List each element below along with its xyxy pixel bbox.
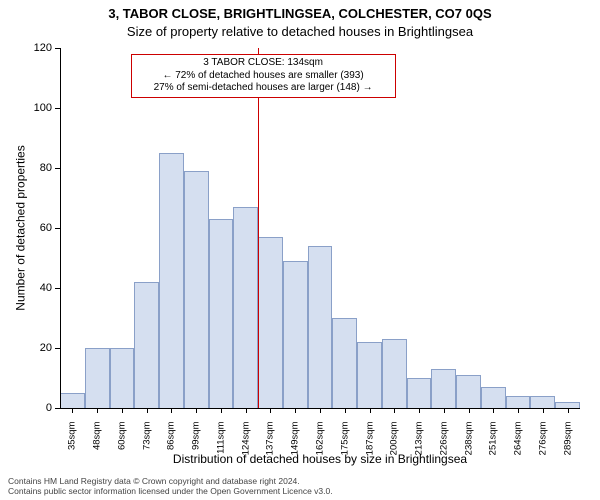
- x-tick-label: 60sqm: [116, 422, 127, 451]
- histogram-bar: [184, 171, 209, 408]
- y-axis-line: [60, 48, 61, 408]
- chart-title-line1: 3, TABOR CLOSE, BRIGHTLINGSEA, COLCHESTE…: [0, 6, 600, 21]
- y-tick-label: 80: [20, 162, 52, 174]
- x-axis-line: [60, 408, 580, 409]
- chart-container: 3, TABOR CLOSE, BRIGHTLINGSEA, COLCHESTE…: [0, 0, 600, 500]
- x-tick-label: 111sqm: [215, 422, 226, 454]
- histogram-bar: [60, 393, 85, 408]
- histogram-bar: [506, 396, 531, 408]
- callout-box: 3 TABOR CLOSE: 134sqm← 72% of detached h…: [131, 54, 396, 98]
- x-tick-label: 99sqm: [191, 422, 202, 451]
- marker-line: [258, 48, 259, 408]
- histogram-bar: [357, 342, 382, 408]
- histogram-bar: [209, 219, 234, 408]
- y-tick-label: 40: [20, 282, 52, 294]
- y-tick-label: 20: [20, 342, 52, 354]
- x-tick-label: 35sqm: [67, 422, 78, 451]
- x-tick-label: 86sqm: [166, 422, 177, 451]
- footer-attribution: Contains HM Land Registry data © Crown c…: [8, 476, 333, 496]
- y-tick-label: 120: [20, 42, 52, 54]
- x-tick-label: 175sqm: [339, 422, 350, 456]
- y-tick-label: 60: [20, 222, 52, 234]
- histogram-bar: [110, 348, 135, 408]
- histogram-bar: [308, 246, 333, 408]
- x-tick-label: 200sqm: [389, 422, 400, 456]
- histogram-bar: [258, 237, 283, 408]
- x-tick-label: 251sqm: [488, 422, 499, 456]
- plot-area: 02040608010012035sqm48sqm60sqm73sqm86sqm…: [60, 48, 580, 408]
- x-tick-label: 238sqm: [463, 422, 474, 456]
- histogram-bar: [456, 375, 481, 408]
- x-tick-label: 226sqm: [438, 422, 449, 456]
- callout-line: 27% of semi-detached houses are larger (…: [136, 82, 391, 95]
- x-tick-label: 187sqm: [364, 422, 375, 456]
- histogram-bar: [159, 153, 184, 408]
- histogram-bar: [283, 261, 308, 408]
- histogram-bar: [431, 369, 456, 408]
- x-tick-label: 276sqm: [537, 422, 548, 456]
- x-tick-label: 124sqm: [240, 422, 251, 456]
- x-tick-label: 213sqm: [414, 422, 425, 456]
- histogram-bar: [233, 207, 258, 408]
- x-tick-label: 264sqm: [513, 422, 524, 456]
- callout-line: 3 TABOR CLOSE: 134sqm: [136, 57, 391, 70]
- histogram-bar: [332, 318, 357, 408]
- chart-title-line2: Size of property relative to detached ho…: [0, 24, 600, 39]
- histogram-bar: [481, 387, 506, 408]
- y-tick-label: 0: [20, 402, 52, 414]
- histogram-bar: [134, 282, 159, 408]
- x-tick-label: 162sqm: [315, 422, 326, 456]
- histogram-bar: [85, 348, 110, 408]
- x-tick-label: 48sqm: [92, 422, 103, 451]
- callout-line: ← 72% of detached houses are smaller (39…: [136, 70, 391, 83]
- footer-line2: Contains public sector information licen…: [8, 486, 333, 496]
- y-tick-label: 100: [20, 102, 52, 114]
- x-tick-label: 149sqm: [290, 422, 301, 456]
- x-axis-label: Distribution of detached houses by size …: [60, 452, 580, 466]
- x-tick-label: 289sqm: [562, 422, 573, 456]
- footer-line1: Contains HM Land Registry data © Crown c…: [8, 476, 333, 486]
- histogram-bar: [407, 378, 432, 408]
- histogram-bar: [382, 339, 407, 408]
- x-tick-label: 137sqm: [265, 422, 276, 456]
- x-tick-label: 73sqm: [141, 422, 152, 451]
- histogram-bar: [530, 396, 555, 408]
